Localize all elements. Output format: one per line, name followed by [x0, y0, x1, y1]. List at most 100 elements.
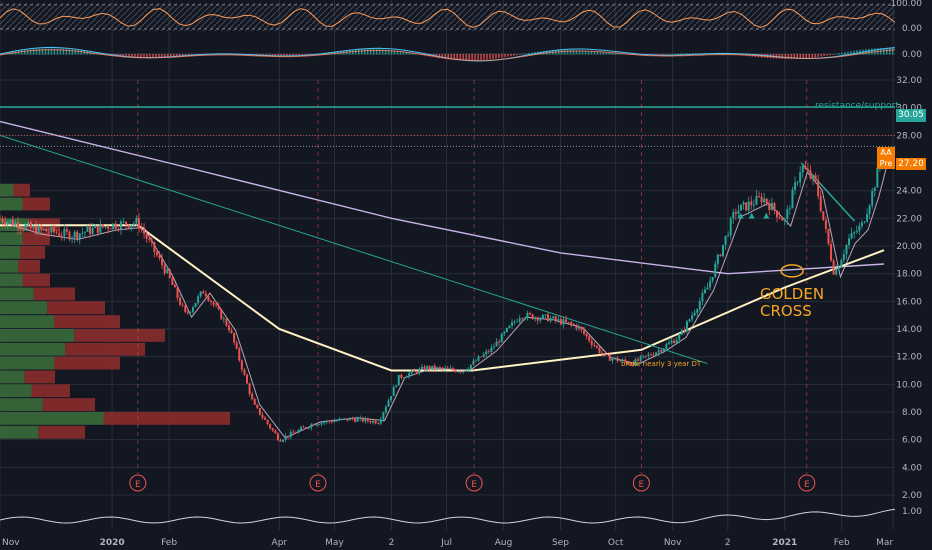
downtrend-line — [0, 134, 708, 365]
candle-body — [330, 421, 333, 423]
macd-histogram-bar — [507, 54, 509, 57]
x-tick-label: Nov — [2, 538, 20, 548]
volume-profile-sell — [65, 342, 145, 356]
candle-body — [850, 233, 853, 239]
macd-histogram-bar — [161, 54, 163, 58]
candle-body — [148, 238, 151, 240]
candle-body — [150, 239, 153, 243]
macd-histogram-bar — [17, 50, 20, 55]
macd-histogram-bar — [462, 54, 464, 61]
candle-body — [616, 357, 619, 362]
macd-histogram-bar — [53, 48, 56, 55]
volume-profile-buy — [0, 398, 43, 411]
macd-histogram-bar — [695, 53, 697, 55]
macd-histogram-bar — [301, 54, 303, 56]
candle-body — [354, 419, 357, 422]
macd-histogram-bar — [501, 54, 503, 58]
candle-body — [446, 367, 449, 369]
candle-body — [871, 191, 874, 206]
macd-histogram-bar — [23, 50, 26, 55]
candle-body — [477, 356, 480, 361]
earnings-marker-label: E — [639, 480, 645, 490]
candle-body — [83, 231, 86, 233]
candle-body — [719, 254, 722, 257]
candle-body — [397, 374, 400, 386]
macd-histogram-bar — [853, 50, 855, 55]
macd-histogram-bar — [808, 54, 810, 58]
candle-body — [251, 393, 254, 400]
macd-histogram-bar — [671, 53, 673, 55]
macd-histogram-bar — [886, 48, 888, 55]
candle-body — [711, 277, 714, 281]
macd-histogram-bar — [146, 54, 148, 58]
candle-body — [773, 202, 776, 211]
candle-body — [143, 228, 146, 234]
macd-histogram-bar — [71, 49, 74, 55]
macd-histogram-bar — [850, 51, 852, 55]
macd-histogram-bar — [438, 54, 441, 59]
candle-body — [552, 316, 555, 319]
candle-body — [0, 218, 1, 220]
macd-histogram-bar — [396, 50, 399, 55]
candle-body — [47, 231, 50, 233]
candle-body — [763, 198, 766, 203]
candle-body — [806, 168, 809, 171]
macd-histogram-bar — [399, 51, 402, 55]
candle-body — [366, 418, 369, 422]
macd-histogram-bar — [683, 53, 685, 55]
candle-body — [680, 330, 683, 335]
candle-body — [606, 354, 609, 355]
macd-histogram-bar — [292, 54, 294, 57]
candle-body — [19, 228, 22, 230]
candle-body — [482, 354, 485, 358]
candle-body — [346, 418, 349, 421]
macd-histogram-bar — [525, 53, 527, 55]
macd-histogram-bar — [662, 54, 664, 55]
macd-histogram-bar — [20, 50, 23, 55]
moving-average-line — [0, 224, 885, 372]
candle-body — [814, 175, 817, 181]
x-tick-label: Oct — [608, 538, 624, 548]
candle-body — [456, 371, 459, 373]
candle-body — [364, 418, 367, 422]
macd-histogram-bar — [190, 54, 193, 56]
candle-body — [410, 370, 413, 374]
macd-histogram-bar — [441, 54, 444, 59]
macd-signal-line — [0, 49, 896, 62]
macd-histogram-bar — [689, 53, 691, 55]
macd-histogram-bar — [841, 52, 843, 55]
macd-histogram-bar — [668, 54, 670, 55]
volume-profile-sell — [13, 183, 30, 197]
candle-body — [557, 319, 560, 321]
candle-body — [588, 336, 591, 341]
x-tick-label: Apr — [272, 538, 288, 548]
candle-body — [529, 313, 532, 315]
y-tick-label: 28.00 — [896, 131, 922, 141]
candle-body — [279, 440, 282, 442]
candle-body — [207, 296, 210, 301]
candle-body — [750, 201, 753, 205]
macd-histogram-bar — [298, 54, 300, 56]
candle-body — [65, 229, 68, 232]
candle-body — [776, 210, 779, 218]
candle-body — [194, 303, 197, 308]
macd-histogram-bar — [283, 54, 285, 57]
candle-body — [737, 210, 740, 214]
macd-histogram-bar — [277, 54, 279, 57]
candle-body — [724, 235, 727, 245]
macd-histogram-bar — [814, 54, 816, 58]
candle-body — [132, 223, 135, 226]
candle-body — [788, 208, 791, 210]
candle-body — [310, 424, 313, 428]
rsi-line — [0, 8, 896, 28]
volume-profile-buy — [0, 315, 54, 328]
macd-histogram-bar — [796, 54, 799, 59]
candle-body — [392, 386, 395, 397]
macd-histogram-bar — [602, 52, 605, 55]
candle-body — [125, 221, 128, 226]
candle-body — [338, 418, 341, 421]
candle-body — [462, 371, 465, 373]
candle-body — [81, 232, 84, 234]
candle-body — [264, 417, 267, 420]
